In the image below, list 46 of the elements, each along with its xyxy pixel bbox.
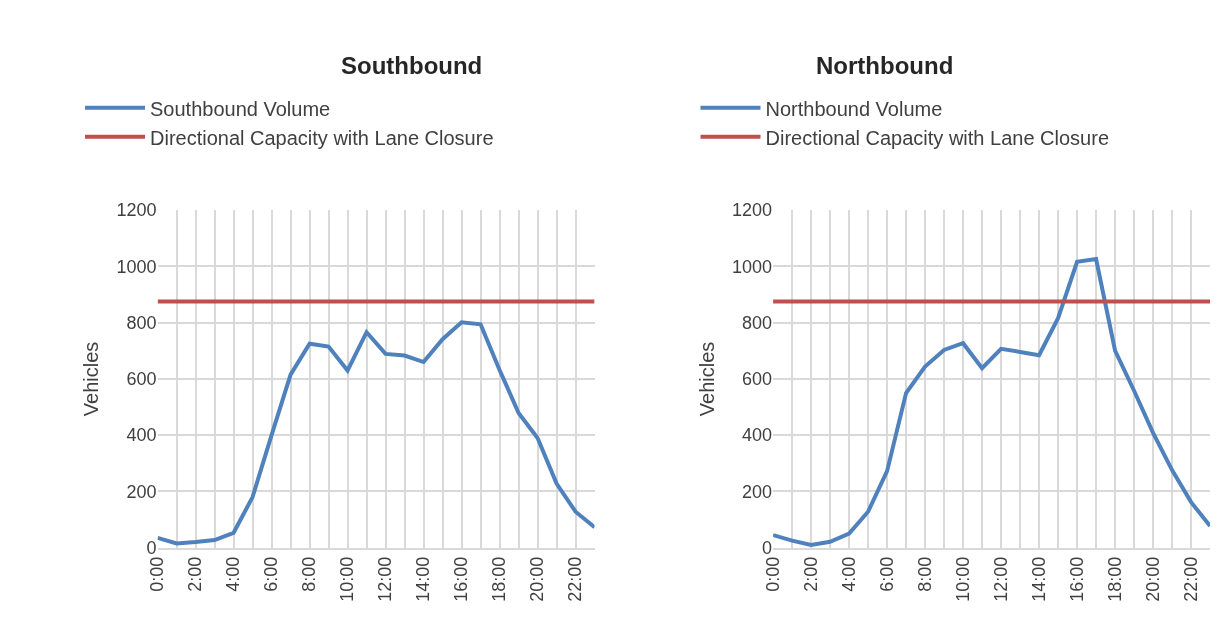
- x-tick-label: 20:00: [527, 556, 548, 602]
- x-tick-label: 16:00: [451, 556, 472, 602]
- x-tick-label: 10:00: [952, 556, 973, 602]
- x-tick-label: 0:00: [762, 556, 783, 592]
- x-tick-label: 22:00: [565, 556, 586, 602]
- y-tick-label: 200: [126, 481, 157, 502]
- x-tick-label: 4:00: [223, 556, 244, 592]
- y-axis-title: Vehicles: [695, 341, 718, 417]
- y-tick-label: 1200: [116, 200, 157, 221]
- y-tick-label: 600: [126, 369, 157, 390]
- x-tick-label: 8:00: [914, 556, 935, 592]
- x-tick-label: 18:00: [1104, 556, 1125, 602]
- x-tick-label: 22:00: [1180, 556, 1201, 602]
- x-tick-label: 8:00: [299, 556, 320, 592]
- x-tick-label: 0:00: [147, 556, 168, 592]
- x-tick-label: 20:00: [1142, 556, 1163, 602]
- x-tick-label: 6:00: [876, 556, 897, 592]
- chart-title: Southbound: [341, 52, 483, 79]
- y-tick-label: 400: [742, 425, 773, 446]
- chart-title: Northbound: [816, 52, 954, 79]
- y-tick-label: 800: [742, 312, 773, 333]
- x-tick-label: 4:00: [838, 556, 859, 592]
- x-tick-label: 2:00: [800, 556, 821, 592]
- legend-label: Directional Capacity with Lane Closure: [765, 126, 1110, 149]
- line-series: [773, 257, 1211, 547]
- y-axis-title: Vehicles: [80, 341, 103, 417]
- x-tick-label: 12:00: [375, 556, 396, 602]
- y-tick-label: 200: [742, 481, 773, 502]
- y-tick-label: 400: [126, 425, 157, 446]
- x-tick-label: 18:00: [489, 556, 510, 602]
- y-tick-label: 1200: [732, 200, 773, 221]
- legend-label: Directional Capacity with Lane Closure: [150, 126, 494, 149]
- legend-label: Northbound Volume: [765, 97, 943, 120]
- x-tick-label: 14:00: [413, 556, 434, 602]
- legend-label: Southbound Volume: [150, 97, 331, 120]
- y-tick-label: 1000: [732, 256, 773, 277]
- x-tick-label: 10:00: [337, 556, 358, 602]
- x-tick-label: 12:00: [990, 556, 1011, 602]
- x-tick-label: 2:00: [185, 556, 206, 592]
- x-tick-label: 6:00: [261, 556, 282, 592]
- x-tick-label: 16:00: [1066, 556, 1087, 602]
- y-tick-label: 1000: [116, 256, 157, 277]
- y-tick-label: 600: [742, 369, 773, 390]
- y-tick-label: 800: [126, 312, 157, 333]
- line-series: [157, 320, 595, 546]
- x-tick-label: 14:00: [1028, 556, 1049, 602]
